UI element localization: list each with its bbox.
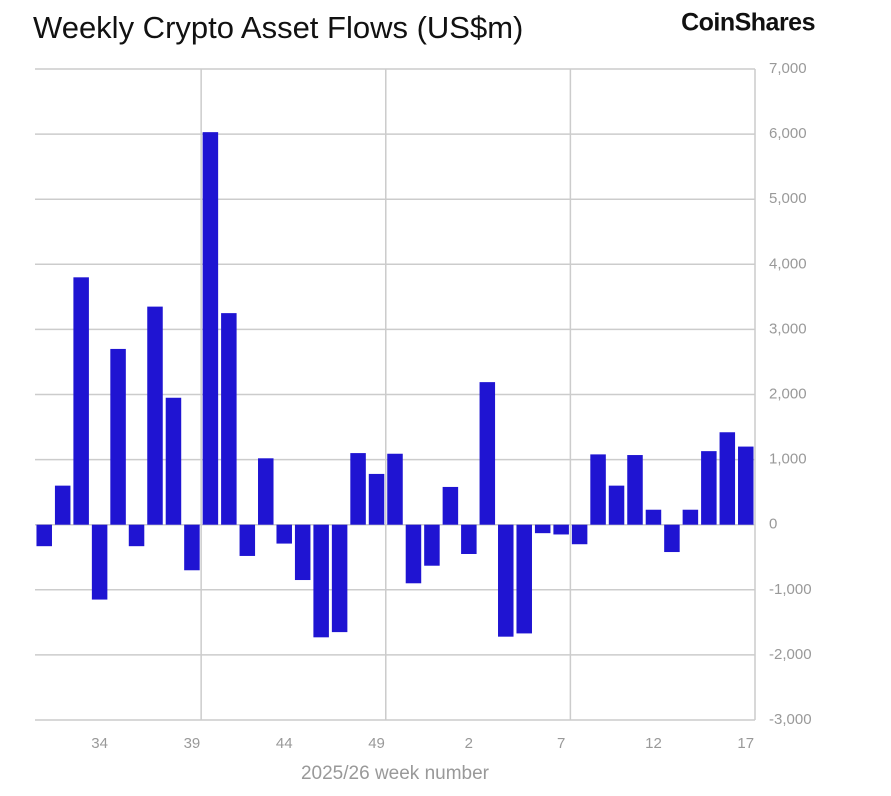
bar [387,453,403,525]
y-tick-label: 6,000 [769,125,807,142]
bar [276,524,292,544]
bar [571,524,588,545]
y-tick-label: 3,000 [769,320,807,337]
bar [442,486,459,525]
bar [645,509,662,525]
bar [590,454,606,525]
bar [719,432,736,525]
bar [313,524,329,638]
brand-logo: CoinShares [681,9,815,37]
x-tick-label: 34 [91,735,108,752]
bar [147,306,163,525]
x-tick-label: 7 [557,735,565,752]
bar [424,524,440,566]
y-tick-label: 0 [769,516,777,533]
bar [461,524,477,554]
x-tick-label: 12 [645,735,662,752]
bar [294,524,311,581]
bar [239,524,256,556]
bar [110,348,126,525]
bar [36,524,52,547]
x-axis-label: 2025/26 week number [301,763,490,784]
bar [202,132,219,525]
x-tick-label: 2 [465,735,473,752]
y-tick-label: -3,000 [769,711,812,728]
bar [608,485,625,525]
bar [682,509,699,525]
bar [165,397,182,525]
y-tick-label: -2,000 [769,646,812,663]
bar [350,453,366,525]
bar [91,524,108,600]
bar [368,473,385,525]
bar [184,524,200,571]
bar [738,446,754,525]
x-tick-label: 39 [184,735,201,752]
bar [664,524,680,553]
x-tick-label: 17 [737,735,754,752]
bar [553,524,569,535]
bar [498,524,514,637]
bar [54,485,71,525]
x-tick-label: 44 [276,735,293,752]
bar [128,524,145,547]
y-tick-label: 2,000 [769,385,807,402]
bar [405,524,422,584]
y-tick-label: 7,000 [769,60,807,77]
bar [516,524,532,634]
bar [627,455,643,525]
bar [258,458,274,525]
bar [221,313,237,525]
chart-title: Weekly Crypto Asset Flows (US$m) [33,10,523,45]
bar [701,451,717,525]
bar [534,524,551,534]
y-tick-label: 1,000 [769,451,807,468]
y-tick-label: -1,000 [769,581,812,598]
y-tick-label: 4,000 [769,255,807,272]
y-tick-label: 5,000 [769,190,807,207]
bar [479,382,496,525]
bar [331,524,348,633]
x-tick-label: 49 [368,735,385,752]
bar [73,277,89,525]
